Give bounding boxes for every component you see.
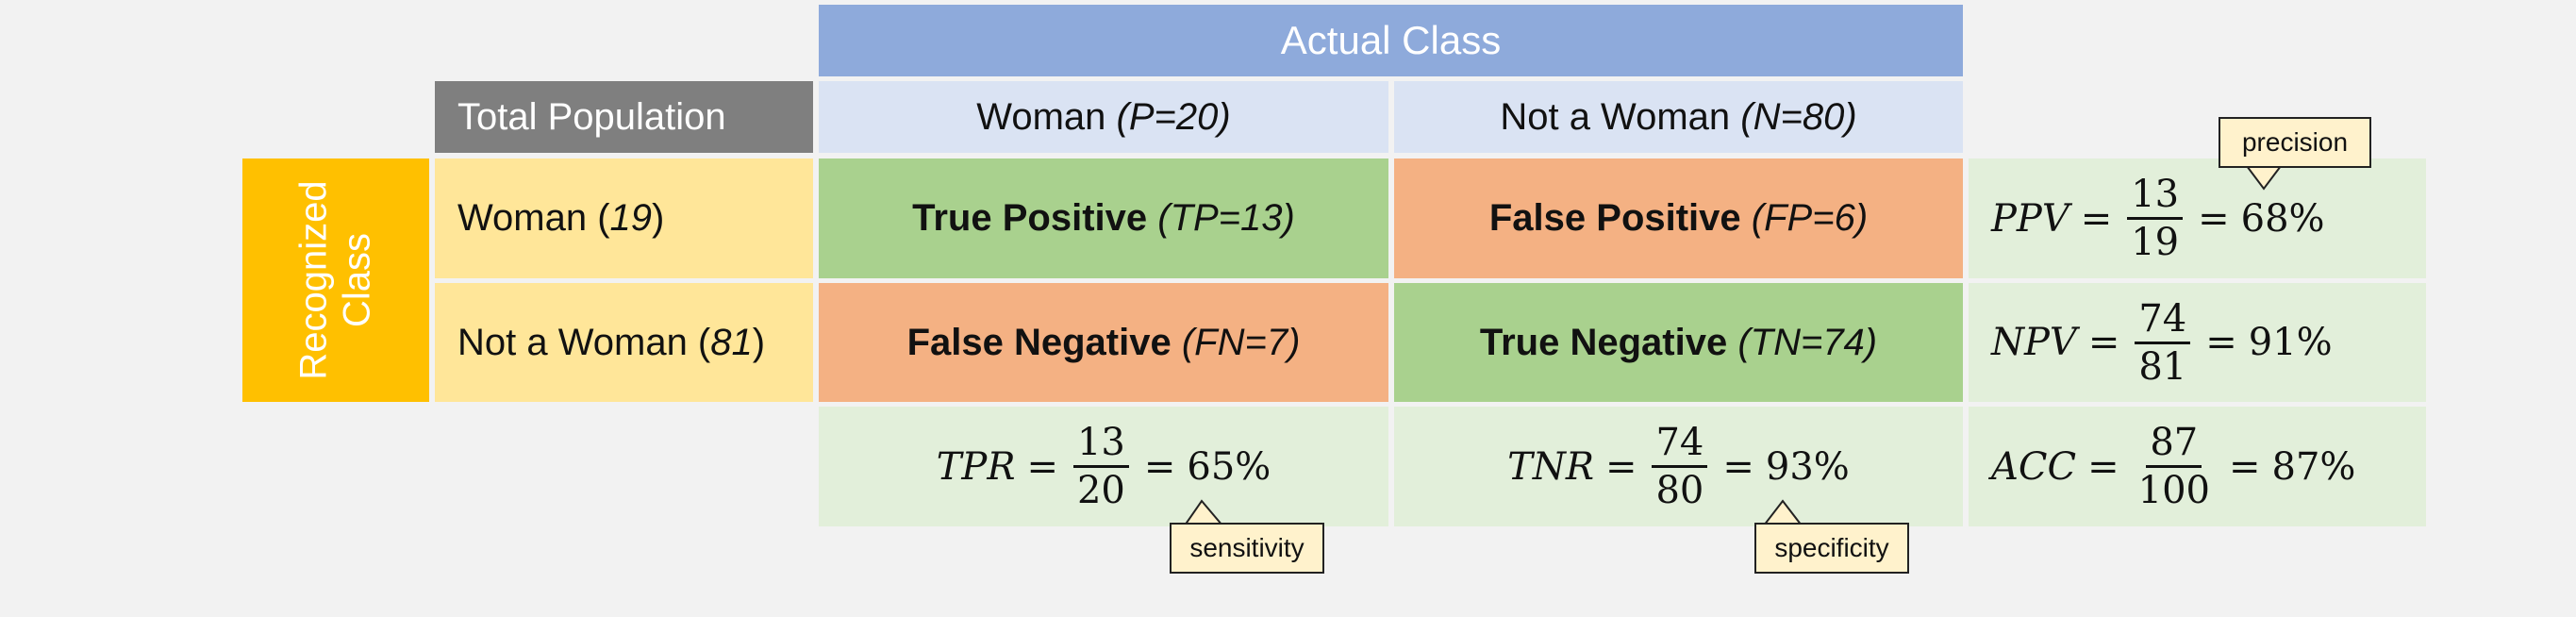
ppv-denominator: 19 <box>2131 221 2180 264</box>
column-not-woman-label: Not a Woman <box>1500 95 1731 138</box>
sensitivity-pointer <box>1183 499 1224 525</box>
tnr-formula: TNR = 74 80 = 93% <box>1507 421 1850 512</box>
tnr-numerator: 74 <box>1652 422 1708 468</box>
row-header-not-woman: Not a Woman (81) <box>435 283 813 402</box>
false-negative-cell: False Negative (FN=7) <box>819 283 1388 402</box>
npv-name: NPV <box>1991 321 2077 364</box>
row-not-woman-label: Not a Woman <box>457 321 688 363</box>
recognized-class-label: Recognized Class <box>293 180 378 380</box>
specificity-label: specificity <box>1774 533 1889 562</box>
row-header-woman: Woman (19) <box>435 158 813 278</box>
tpr-name: TPR <box>936 444 1016 489</box>
recognized-class-header: Recognized Class <box>242 158 429 402</box>
false-negative-value: (FN=7) <box>1181 321 1301 363</box>
column-not-woman-count: (N=80) <box>1740 95 1857 138</box>
false-positive-cell: False Positive (FP=6) <box>1394 158 1963 278</box>
tpr-result: 65% <box>1187 444 1271 489</box>
column-woman-label: Woman <box>976 95 1106 138</box>
precision-callout: precision <box>2219 117 2371 168</box>
npv-formula: NPV = 74 81 = 91% <box>1991 296 2333 389</box>
column-header-woman: Woman (P=20) <box>819 81 1388 153</box>
tnr-cell: TNR = 74 80 = 93% <box>1394 407 1963 526</box>
tnr-result: 93% <box>1765 444 1850 489</box>
true-positive-label: True Positive <box>912 197 1148 239</box>
false-negative-label: False Negative <box>906 321 1172 363</box>
row-woman-count: 19 <box>609 197 653 239</box>
false-positive-value: (FP=6) <box>1751 197 1869 239</box>
true-positive-cell: True Positive (TP=13) <box>819 158 1388 278</box>
sensitivity-callout: sensitivity <box>1170 523 1324 574</box>
true-negative-value: (TN=74) <box>1737 321 1878 363</box>
ppv-formula: PPV = 13 19 = 68% <box>1991 173 2325 264</box>
tpr-formula: TPR = 13 20 = 65% <box>936 421 1271 512</box>
true-negative-cell: True Negative (TN=74) <box>1394 283 1963 402</box>
actual-class-header: Actual Class <box>819 5 1963 76</box>
specificity-callout: specificity <box>1754 523 1909 574</box>
false-positive-label: False Positive <box>1488 197 1741 239</box>
tpr-numerator: 13 <box>1072 422 1129 468</box>
row-woman-label: Woman <box>457 197 588 239</box>
npv-denominator: 81 <box>2138 344 2187 389</box>
acc-name: ACC <box>1991 444 2077 489</box>
acc-cell: ACC = 87 100 = 87% <box>1969 407 2426 526</box>
ppv-numerator: 13 <box>2127 174 2184 220</box>
acc-formula: ACC = 87 100 = 87% <box>1991 421 2356 512</box>
total-population-label: Total Population <box>457 95 726 138</box>
tpr-cell: TPR = 13 20 = 65% <box>819 407 1388 526</box>
column-woman-count: (P=20) <box>1116 95 1231 138</box>
ppv-result: 68% <box>2240 196 2325 241</box>
tnr-name: TNR <box>1507 444 1594 489</box>
npv-result: 91% <box>2248 321 2333 364</box>
actual-class-label: Actual Class <box>1280 18 1502 62</box>
specificity-pointer <box>1762 499 1803 525</box>
precision-label: precision <box>2241 127 2349 157</box>
total-population-header: Total Population <box>435 81 813 153</box>
row-not-woman-count: 81 <box>710 321 753 363</box>
true-negative-label: True Negative <box>1479 321 1728 363</box>
column-header-not-woman: Not a Woman (N=80) <box>1394 81 1963 153</box>
npv-numerator: 74 <box>2135 298 2191 344</box>
acc-denominator: 100 <box>2137 469 2210 512</box>
precision-pointer <box>2245 166 2283 191</box>
ppv-name: PPV <box>1991 196 2069 241</box>
tnr-denominator: 80 <box>1655 469 1704 512</box>
acc-numerator: 87 <box>2146 422 2202 468</box>
tpr-denominator: 20 <box>1076 469 1125 512</box>
npv-cell: NPV = 74 81 = 91% <box>1969 283 2426 402</box>
true-positive-value: (TP=13) <box>1157 197 1295 239</box>
acc-result: 87% <box>2271 444 2356 489</box>
ppv-cell: PPV = 13 19 = 68% <box>1969 158 2426 278</box>
sensitivity-label: sensitivity <box>1189 533 1305 562</box>
